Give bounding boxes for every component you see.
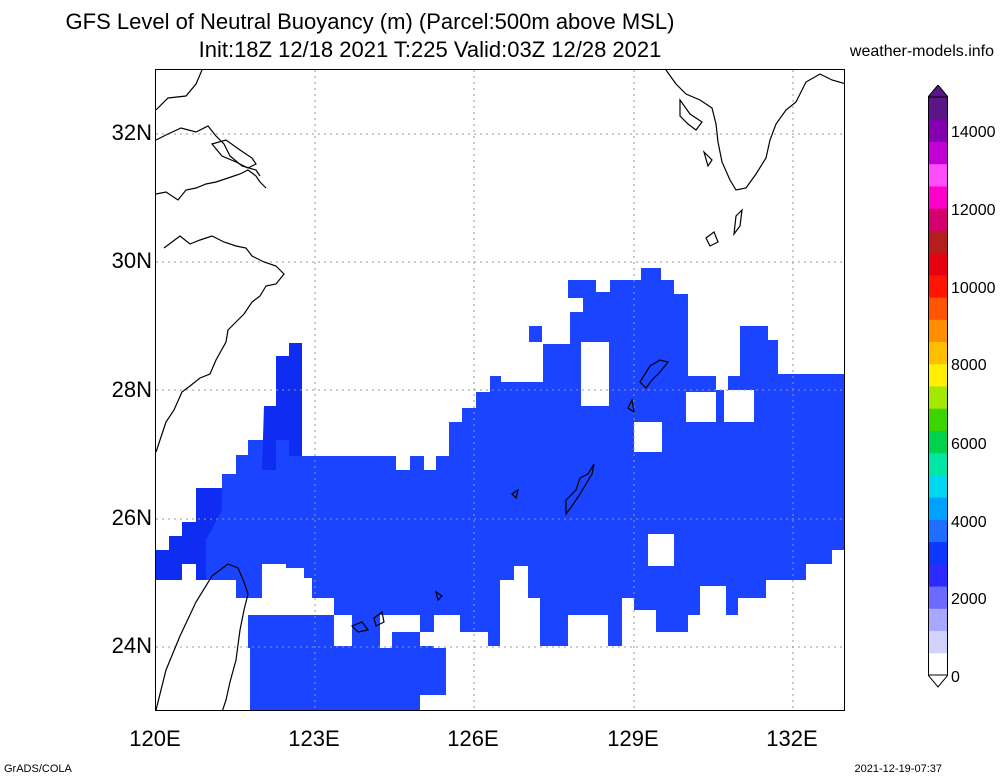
field-gap: [634, 422, 662, 452]
colorbar-cell: [928, 430, 948, 454]
y-tick-label: 24N: [111, 633, 152, 658]
colorbar-label: 2000: [951, 591, 987, 608]
y-tick-label: 32N: [111, 120, 152, 145]
island-amami: [639, 359, 670, 389]
map-plot-area: [155, 69, 845, 711]
colorbar-cell: [928, 141, 948, 165]
footer-right: 2021-12-19-07:37: [854, 763, 942, 775]
map-canvas: [156, 70, 844, 710]
colorbar-label: 6000: [951, 436, 987, 453]
colorbar-bottom-arrow: [928, 674, 948, 688]
colorbar-label: 4000: [951, 514, 987, 531]
colorbar-cell: [928, 363, 948, 387]
x-tick-label: 129E: [607, 726, 659, 751]
colorbar-cell: [928, 319, 948, 343]
credit-label: weather-models.info: [849, 43, 994, 60]
field-darker-strip: [262, 343, 302, 470]
colorbar-cell: [928, 408, 948, 431]
colorbar-cell: [928, 230, 948, 254]
coastline-kyushu: [665, 70, 844, 191]
island-okinawa: [565, 463, 595, 516]
footer-left: GrADS/COLA: [4, 763, 72, 775]
graticule: [156, 70, 844, 710]
colorbar: [928, 85, 948, 688]
field-gap: [686, 392, 716, 422]
colorbar-cell: [928, 297, 948, 320]
colorbar-cell: [928, 630, 948, 654]
colorbar-cell: [928, 452, 948, 476]
coastline-kyushu-west: [679, 98, 713, 168]
field-gap: [501, 342, 543, 382]
colorbar-cell: [928, 341, 948, 365]
colorbar-cell: [928, 608, 948, 632]
island-tokunoshima: [627, 398, 635, 414]
colorbar-cell: [928, 586, 948, 609]
field-gap: [724, 390, 754, 422]
colorbar-cell: [928, 185, 948, 209]
colorbar-cell: [928, 563, 948, 587]
field-region-main: [156, 268, 844, 710]
title-line-1: GFS Level of Neutral Buoyancy (m) (Parce…: [65, 9, 675, 34]
colorbar-label: 8000: [951, 357, 987, 374]
x-tick-label: 123E: [288, 726, 340, 751]
island-tanegashima: [733, 208, 743, 237]
x-tick-label: 120E: [129, 726, 181, 751]
colorbar-cell: [928, 652, 948, 676]
colorbar-cell: [928, 163, 948, 187]
colorbar-cell: [928, 541, 948, 565]
island-ishigaki: [350, 610, 385, 633]
colorbar-cell: [928, 274, 948, 298]
field-gap: [581, 342, 609, 406]
buoyancy-field: [156, 268, 844, 710]
colorbar-cell: [928, 497, 948, 520]
colorbar-label: 10000: [951, 280, 996, 297]
colorbar-cell: [928, 474, 948, 498]
colorbar-cell: [928, 519, 948, 543]
colorbar-label: 14000: [951, 124, 996, 141]
island-yakushima: [705, 231, 719, 247]
field-gap: [648, 534, 674, 566]
colorbar-cell: [928, 97, 948, 120]
island-small: [435, 590, 443, 602]
colorbar-label: 12000: [951, 202, 996, 219]
island-miyako: [511, 488, 519, 500]
coastline-taiwan: [156, 563, 249, 710]
title-line-2: Init:18Z 12/18 2021 T:225 Valid:03Z 12/2…: [198, 37, 662, 62]
colorbar-top-arrow: [928, 85, 948, 98]
y-tick-label: 30N: [111, 248, 152, 273]
colorbar-cell: [928, 208, 948, 231]
coastlines: [156, 70, 844, 710]
y-tick-label: 28N: [111, 377, 152, 402]
colorbar-cell: [928, 119, 948, 142]
colorbar-label: 0: [951, 669, 960, 686]
colorbar-cell: [928, 386, 948, 409]
colorbar-cell: [928, 252, 948, 276]
y-tick-label: 26N: [111, 505, 152, 530]
coastline-china: [156, 70, 285, 453]
coastline-yangtze: [210, 139, 257, 169]
field-darker-strip: [156, 488, 222, 580]
x-tick-label: 126E: [447, 726, 499, 751]
x-tick-label: 132E: [766, 726, 818, 751]
